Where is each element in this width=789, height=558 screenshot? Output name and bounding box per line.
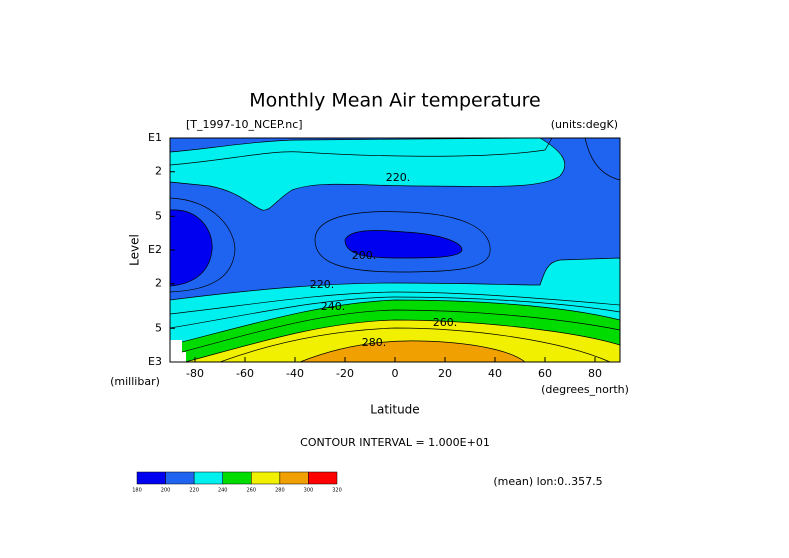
colorbar-box	[136, 471, 166, 485]
colorbar-label: 200	[161, 488, 171, 494]
x-tick-label: 20	[438, 367, 452, 380]
contour-label: 200.	[352, 249, 377, 262]
colorbar-label: 220	[189, 488, 199, 494]
colorbar-label: 260	[247, 488, 257, 494]
contour-line	[314, 211, 491, 273]
colorbar-box	[251, 471, 281, 485]
x-axis-unit: (degrees_north)	[541, 383, 629, 396]
contour-line	[169, 291, 621, 315]
x-tick-label: 40	[488, 367, 502, 380]
contour-label: 240.	[321, 300, 346, 313]
contour-label: 220.	[310, 278, 335, 291]
x-tick-label: -80	[186, 367, 204, 380]
x-tick-label: 80	[588, 367, 602, 380]
y-tick-label: 2	[155, 165, 162, 178]
contour-interval: CONTOUR INTERVAL = 1.000E+01	[300, 436, 490, 449]
x-axis-label: Latitude	[370, 403, 419, 417]
colorbar-box	[308, 471, 338, 485]
y-tick-label: 5	[155, 321, 162, 334]
y-axis-label: Level	[128, 234, 142, 266]
chart-title: Monthly Mean Air temperature	[249, 90, 540, 112]
colorbar-label: 280	[275, 488, 285, 494]
colorbar-box	[193, 471, 223, 485]
x-tick-label: 0	[392, 367, 399, 380]
y-tick-label: E3	[148, 355, 162, 368]
contour-line	[169, 137, 553, 166]
contour-region	[169, 209, 213, 287]
y-tick-label: 5	[155, 209, 162, 222]
contour-line	[181, 309, 621, 353]
contour-line	[219, 327, 611, 363]
file-label: [T_1997-10_NCEP.nc]	[186, 118, 303, 131]
colorbar-box	[165, 471, 195, 485]
colorbar-label: 240	[218, 488, 228, 494]
contour-line	[169, 296, 621, 329]
missing-data	[170, 340, 186, 362]
contour-label: 280.	[362, 336, 387, 349]
x-tick-label: -20	[336, 367, 354, 380]
colorbar-label: 320	[332, 488, 342, 494]
units-label: (units:degK)	[551, 118, 618, 131]
x-tick-label: 60	[538, 367, 552, 380]
y-tick-label: E2	[148, 243, 162, 256]
y-tick-label: E1	[148, 131, 162, 144]
colorbar-label: 180	[132, 488, 142, 494]
plot-area	[169, 137, 621, 363]
colorbar-label: 300	[304, 488, 314, 494]
contour-line	[584, 137, 621, 181]
contour-region	[299, 340, 526, 363]
y-axis-unit: (millibar)	[110, 375, 160, 388]
x-tick-label: -60	[236, 367, 254, 380]
contour-label: 220.	[386, 171, 411, 184]
contour-label: 260.	[433, 316, 458, 329]
y-tick-label: 2	[155, 277, 162, 290]
footnote: (mean) lon:0..357.5	[493, 475, 602, 488]
colorbar-box	[279, 471, 309, 485]
contour-line	[169, 197, 236, 293]
contour-region	[344, 230, 463, 259]
colorbar-box	[222, 471, 252, 485]
x-tick-label: -40	[286, 367, 304, 380]
